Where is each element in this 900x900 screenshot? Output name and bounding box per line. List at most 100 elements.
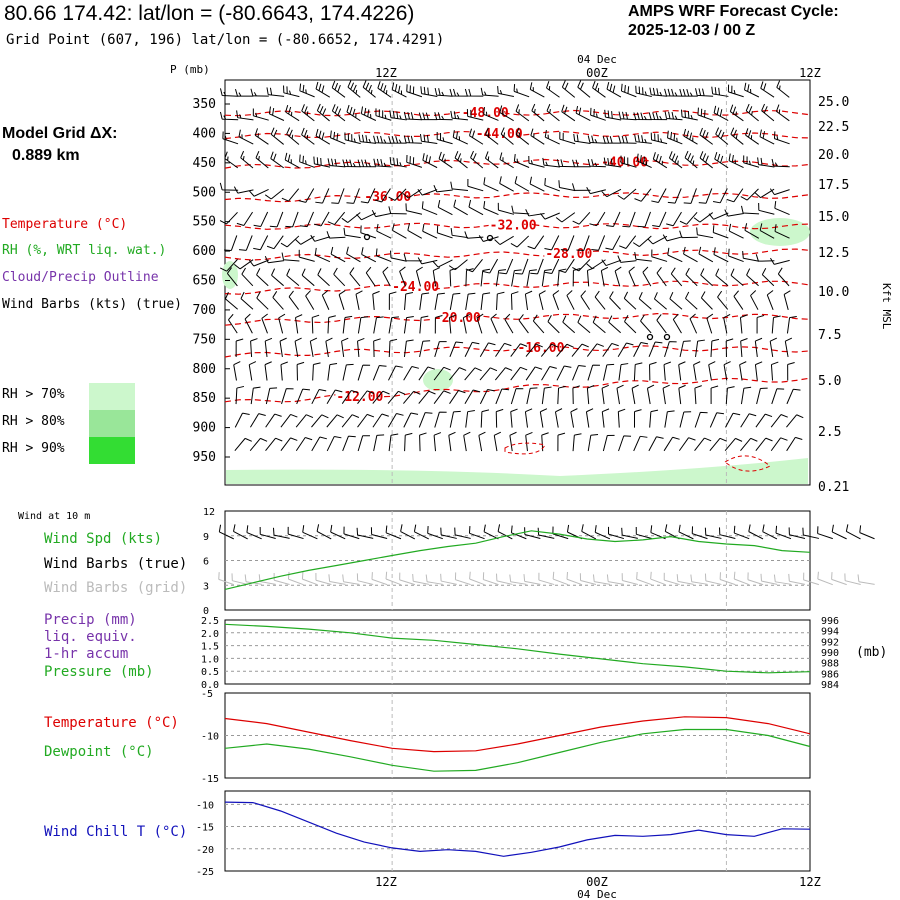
upper-air-wind-barb <box>636 153 652 169</box>
upper-air-wind-barb <box>664 410 675 428</box>
upper-air-wind-barb <box>540 343 559 357</box>
wind-barb-grid <box>719 572 736 586</box>
upper-air-wind-barb <box>373 135 392 144</box>
wind-barb-grid <box>523 574 541 585</box>
upper-air-wind-barb <box>311 389 327 405</box>
precip-label-3: 1-hr accum <box>44 646 128 662</box>
upper-air-wind-barb <box>315 188 330 204</box>
upper-air-wind-barb <box>341 390 359 404</box>
wind-speed-line <box>224 530 811 590</box>
wind-barb-grid <box>844 573 861 585</box>
upper-air-wind-barb <box>403 111 423 121</box>
calm-marker <box>663 333 671 341</box>
upper-air-wind-barb <box>360 188 376 204</box>
isotherm-line <box>224 280 811 295</box>
upper-air-wind-barb <box>346 246 361 263</box>
upper-air-wind-barb <box>771 315 781 334</box>
upper-air-wind-barb <box>561 104 576 122</box>
upper-air-wind-barb <box>248 188 269 197</box>
upper-air-wind-barb <box>224 292 238 310</box>
upper-air-wind-barb <box>357 337 365 358</box>
upper-air-wind-barb <box>745 128 759 145</box>
upper-air-wind-barb <box>663 436 680 452</box>
upper-air-wind-barb <box>592 80 606 98</box>
upper-air-wind-barb <box>233 361 241 381</box>
wind-barb-true <box>718 527 736 539</box>
isotherm-line <box>224 109 811 117</box>
pressure-tick-label: 650 <box>193 274 216 289</box>
upper-air-wind-barb <box>448 314 457 334</box>
wind-barb-true <box>524 527 541 539</box>
upper-air-wind-barb <box>479 389 495 405</box>
upper-air-wind-barb <box>683 188 697 204</box>
windchill-panel: Wind Chill T (°C) -10 -15 -20 -25 12Z 00Z 1… <box>44 790 821 900</box>
upper-air-wind-barb <box>315 128 331 145</box>
upper-air-wind-barb <box>419 315 429 334</box>
wind-barbs-true-label: Wind Barbs (true) <box>44 556 187 572</box>
upper-air-wind-barb <box>421 201 438 215</box>
upper-air-wind-barb <box>544 129 560 145</box>
upper-air-wind-barb <box>256 291 269 310</box>
wind-barb-true <box>272 527 290 539</box>
grid-point-subtitle: Grid Point (607, 196) lat/lon = (-80.665… <box>6 32 445 48</box>
upper-air-wind-barb <box>299 211 314 228</box>
upper-air-wind-barb <box>499 176 514 192</box>
upper-air-wind-barb <box>771 388 785 405</box>
upper-air-wind-barb <box>698 188 713 204</box>
precip-label: Precip (mm) <box>44 612 137 628</box>
wind-barb-grid <box>606 574 625 585</box>
upper-air-wind-barb <box>667 188 682 204</box>
upper-air-wind-barb <box>740 386 752 405</box>
upper-air-wind-barb <box>219 182 239 191</box>
wind-barb-grid <box>482 572 499 586</box>
upper-air-wind-barb <box>510 366 528 381</box>
height-tick-label: 15.0 <box>818 210 849 225</box>
upper-air-wind-barb <box>759 223 775 239</box>
upper-air-wind-barb <box>693 212 714 223</box>
upper-air-wind-barb <box>433 390 451 404</box>
upper-air-wind-barb <box>526 269 537 287</box>
wind-barb-grid <box>412 573 430 585</box>
upper-air-wind-barb <box>758 203 775 215</box>
cloud-outline <box>363 233 771 472</box>
upper-air-wind-barb <box>376 223 392 239</box>
upper-air-wind-barb <box>388 206 407 215</box>
upper-air-wind-barb <box>605 235 621 251</box>
upper-air-wind-barb <box>298 188 315 203</box>
upper-air-wind-barb <box>667 247 683 263</box>
upper-air-wind-barb <box>233 186 254 194</box>
upper-air-wind-barb <box>283 85 300 98</box>
legend-temperature: Temperature (°C) <box>2 217 128 232</box>
upper-air-wind-barb <box>667 130 683 145</box>
height-tick-label: 12.5 <box>818 246 849 261</box>
upper-air-wind-barb <box>724 437 743 451</box>
upper-air-wind-barb <box>326 414 344 428</box>
upper-air-wind-barb <box>417 188 438 196</box>
upper-air-wind-barb <box>436 132 453 145</box>
upper-air-wind-barb <box>392 223 407 239</box>
upper-air-wind-barb <box>357 390 375 404</box>
wind-barb-grid <box>579 573 597 585</box>
upper-air-wind-barb <box>347 80 361 98</box>
wind-barb-true <box>370 527 388 539</box>
wind-barb-true <box>552 526 569 540</box>
upper-air-wind-barb <box>713 105 729 122</box>
upper-air-wind-barb <box>541 366 557 381</box>
upper-air-wind-barb <box>740 413 757 428</box>
upper-air-wind-barb <box>633 435 648 452</box>
upper-air-wind-barb <box>740 437 758 451</box>
upper-air-wind-barb <box>728 153 744 169</box>
upper-air-wind-barb <box>786 388 801 405</box>
upper-air-wind-barb <box>529 82 545 98</box>
wind-tick-label: 6 <box>203 557 209 568</box>
upper-air-wind-barb <box>464 88 484 97</box>
upper-air-wind-barb <box>252 108 269 121</box>
upper-air-wind-barb <box>560 235 575 251</box>
wind-barb-true <box>454 527 471 539</box>
height-tick-label: 5.0 <box>818 374 841 389</box>
upper-air-wind-barb <box>403 390 421 404</box>
upper-air-wind-barb <box>656 267 667 287</box>
upper-air-wind-barb <box>713 247 729 263</box>
time-label-top-3: 12Z <box>799 66 821 80</box>
upper-air-wind-barb <box>711 86 729 97</box>
